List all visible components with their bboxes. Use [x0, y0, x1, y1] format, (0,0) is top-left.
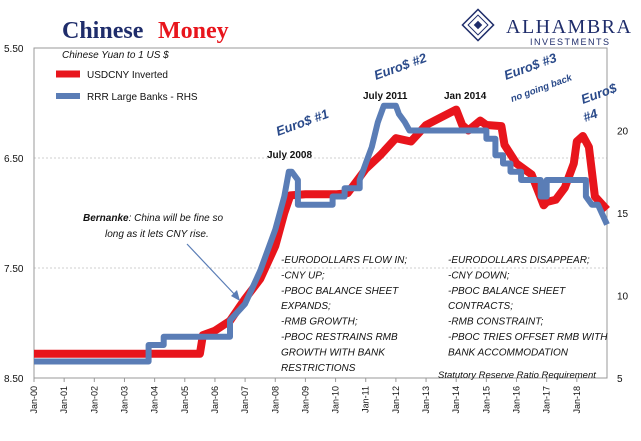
x-tick-label: Jan-12 [391, 386, 401, 414]
series-rrr-line [34, 102, 610, 365]
right-tick-label: 5 [617, 374, 623, 385]
annotation-line: -EURODOLLARS FLOW IN; [281, 255, 407, 266]
plot-frame [33, 47, 608, 379]
footnote: Statutory Reserve Ratio Requirement [438, 370, 596, 381]
annotation-line: -RMB CONSTRAINT; [448, 317, 544, 328]
annotation-line: -CNY DOWN; [448, 270, 510, 281]
x-tick-label: Jan-00 [29, 386, 39, 414]
left-tick-label: 6.50 [4, 154, 24, 165]
annotation-right-block: -EURODOLLARS DISAPPEAR; -CNY DOWN; -PBOC B… [448, 255, 608, 358]
right-tick-label: 10 [617, 292, 629, 303]
x-axis: Jan-00 Jan-01 Jan-02 Jan-03 Jan-04 Jan-05 Jan-… [29, 378, 582, 414]
x-tick-label: Jan-01 [59, 386, 69, 414]
annotation-line: BANK ACCOMMODATION [448, 347, 569, 358]
x-tick-label: Jan-15 [481, 386, 491, 414]
x-tick-label: Jan-13 [421, 386, 431, 414]
annotation-line: -PBOC BALANCE SHEET [448, 286, 566, 297]
alhambra-logo-icon [461, 8, 495, 42]
annotation-euro4-a: Euro$ [579, 80, 619, 107]
brand-name: ALHAMBRA [506, 16, 632, 38]
annotation-euro4-b: #4 [581, 106, 600, 125]
legend-label-usdcny: USDCNY Inverted [87, 70, 168, 81]
annotation-jan2014: Jan 2014 [444, 91, 487, 102]
x-tick-label: Jan-14 [451, 386, 461, 414]
annotation-line: -PBOC BALANCE SHEET [281, 286, 399, 297]
chart-title-part2: Money [158, 18, 229, 44]
annotation-line: -PBOC RESTRAINS RMB [281, 332, 398, 343]
left-axis: 5.50 6.50 7.50 8.50 [4, 44, 24, 385]
annotation-line: EXPANDS; [281, 301, 331, 312]
x-tick-label: Jan-05 [180, 386, 190, 414]
chart-subtitle: Chinese Yuan to 1 US $ [62, 50, 169, 61]
x-tick-label: Jan-06 [210, 386, 220, 414]
left-tick-label: 7.50 [4, 264, 24, 275]
x-tick-label: Jan-16 [512, 386, 522, 414]
x-tick-label: Jan-11 [361, 386, 371, 413]
annotation-euro3: Euro$ #3 [502, 50, 559, 83]
bernanke-arrow [186, 243, 238, 298]
chart-title-part1: Chinese [62, 18, 144, 44]
brand-sub: INVESTMENTS [530, 37, 611, 47]
annotation-line: -CNY UP; [281, 270, 325, 281]
x-tick-label: Jan-08 [270, 386, 280, 414]
left-tick-label: 5.50 [4, 44, 24, 55]
legend-label-rrr: RRR Large Banks - RHS [87, 92, 198, 103]
right-tick-label: 15 [617, 209, 629, 220]
annotation-left-block: -EURODOLLARS FLOW IN; -CNY UP; -PBOC BALAN… [281, 255, 407, 374]
annotation-line: CONTRACTS; [448, 301, 513, 312]
annotation-line: GROWTH WITH BANK [281, 347, 386, 358]
x-tick-label: Jan-10 [331, 386, 341, 414]
annotation-line: -EURODOLLARS DISAPPEAR; [448, 255, 590, 266]
x-tick-label: Jan-03 [119, 386, 129, 414]
x-tick-label: Jan-02 [89, 386, 99, 414]
bernanke-arrowhead-icon [231, 290, 240, 301]
annotation-line: -PBOC TRIES OFFSET RMB WITH [448, 332, 608, 343]
annotation-july2008: July 2008 [267, 150, 312, 161]
right-tick-label: 20 [617, 127, 629, 138]
annotation-line: -RMB GROWTH; [281, 317, 358, 328]
x-tick-label: Jan-04 [150, 386, 160, 414]
series-usdcny-line [34, 105, 610, 358]
annotation-line: RESTRICTIONS [281, 363, 356, 374]
annotation-bernanke-line1: Bernanke: China will be fine so [83, 213, 224, 224]
right-axis: 20 15 10 5 [617, 127, 629, 386]
left-tick-label: 8.50 [4, 374, 24, 385]
annotation-bernanke-rest: : China will be fine so [129, 213, 224, 224]
x-tick-label: Jan-09 [300, 386, 310, 414]
x-tick-label: Jan-07 [240, 386, 250, 414]
annotation-euro1: Euro$ #1 [274, 106, 331, 139]
annotation-euro2: Euro$ #2 [372, 50, 429, 83]
annotation-bernanke-name: Bernanke [83, 213, 129, 224]
x-tick-label: Jan-18 [572, 386, 582, 414]
annotation-bernanke-line2: long as it lets CNY rise. [105, 229, 209, 240]
annotation-july2011: July 2011 [363, 91, 408, 102]
x-tick-label: Jan-17 [542, 386, 552, 414]
